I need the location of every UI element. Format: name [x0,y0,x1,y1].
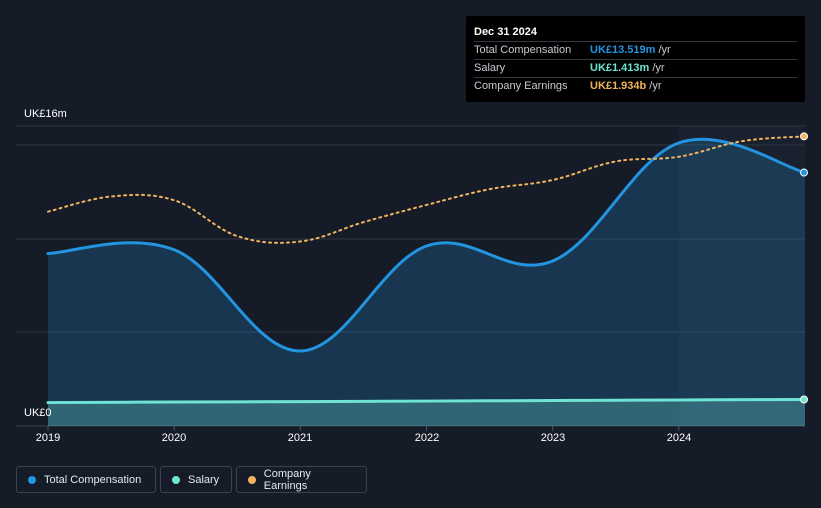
legend-salary[interactable]: Salary [160,466,232,493]
legend-dot-icon [172,475,180,484]
tooltip-unit: /yr [649,80,662,92]
x-tick-label-2020: 2020 [161,432,187,444]
tooltip: Dec 31 2024 Total Compensation UK£13.519… [466,16,805,102]
tooltip-date: Dec 31 2024 [474,26,537,38]
y-label-min: UK£0 [24,407,52,419]
legend-company-earnings[interactable]: Company Earnings [236,466,367,493]
x-tick-label-2022: 2022 [414,432,440,444]
y-label-max: UK£16m [24,108,67,120]
x-tick-label-2023: 2023 [540,432,566,444]
tooltip-value: UK£1.934b [590,80,647,92]
total-compensation-line [46,137,807,353]
tooltip-unit: /yr [658,44,671,56]
tooltip-row-total-compensation: Total Compensation UK£13.519m /yr [474,41,797,59]
tooltip-value: UK£13.519m [590,44,656,56]
salary-end-marker [800,395,808,404]
tooltip-label: Salary [474,62,506,74]
tooltip-label: Company Earnings [474,80,568,92]
total-compensation-area [48,139,805,426]
gridlines [16,125,805,427]
legend-dot-icon [28,475,36,484]
legend-label: Salary [188,473,220,486]
tooltip-row-company-earnings: Company Earnings UK£1.934b /yr [474,77,797,95]
legend-total-compensation[interactable]: Total Compensation [16,466,156,493]
salary-area [48,399,805,426]
tooltip-row-salary: Salary UK£1.413m /yr [474,59,797,77]
x-tick-label-2021: 2021 [287,432,313,444]
tooltip-value: UK£1.413m [590,62,650,74]
x-ticks [47,426,680,431]
x-tick-label-2024: 2024 [666,432,692,444]
salary-line [46,398,807,405]
tooltip-label: Total Compensation [474,44,572,56]
series-layer [46,132,808,426]
total-compensation-end-marker [800,168,808,177]
tooltip-unit: /yr [652,62,665,74]
highlight-band [679,126,805,426]
legend-dot-icon [248,475,256,484]
company-earnings-line [47,135,806,244]
legend-label: Company Earnings [263,467,311,492]
x-tick-label-2019: 2019 [35,432,61,444]
legend-label: Total Compensation [44,473,142,486]
company-earnings-end-marker [800,132,808,141]
